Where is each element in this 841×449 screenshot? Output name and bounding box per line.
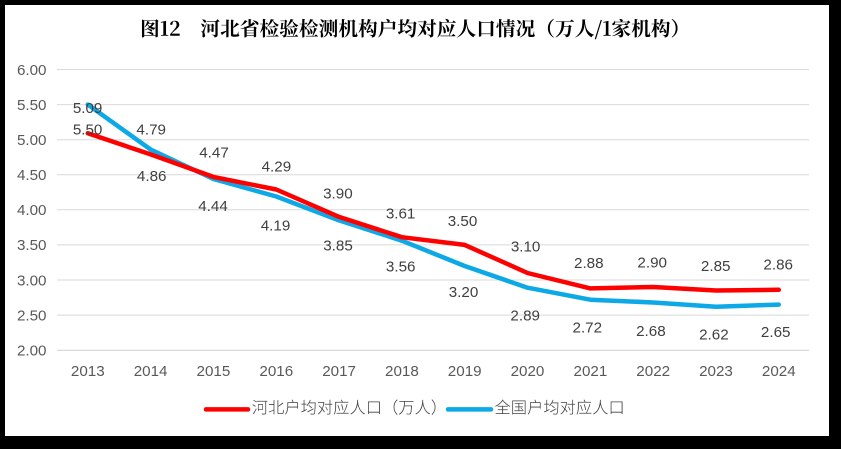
svg-text:4.44: 4.44 <box>198 198 228 215</box>
svg-text:3.50: 3.50 <box>17 237 47 254</box>
svg-text:2014: 2014 <box>134 363 168 380</box>
svg-text:3.50: 3.50 <box>448 213 478 230</box>
svg-text:2021: 2021 <box>574 363 608 380</box>
svg-text:4.50: 4.50 <box>17 167 47 184</box>
svg-text:2.62: 2.62 <box>699 326 729 343</box>
svg-text:2020: 2020 <box>511 363 545 380</box>
svg-text:2.85: 2.85 <box>701 258 731 275</box>
svg-text:4.29: 4.29 <box>262 158 292 175</box>
svg-text:2018: 2018 <box>385 363 419 380</box>
svg-text:5.50: 5.50 <box>73 122 103 139</box>
svg-text:4.19: 4.19 <box>261 217 291 234</box>
svg-text:2.72: 2.72 <box>573 319 603 336</box>
svg-text:2019: 2019 <box>448 363 482 380</box>
svg-text:3.85: 3.85 <box>323 238 353 255</box>
svg-text:2.86: 2.86 <box>763 257 793 274</box>
svg-text:3.00: 3.00 <box>17 272 47 289</box>
svg-text:5.50: 5.50 <box>17 97 47 114</box>
svg-text:5.00: 5.00 <box>17 132 47 149</box>
svg-text:2.90: 2.90 <box>637 254 667 271</box>
svg-text:3.61: 3.61 <box>386 205 416 222</box>
svg-text:3.10: 3.10 <box>511 239 541 256</box>
svg-text:2.89: 2.89 <box>510 308 540 325</box>
svg-text:2.88: 2.88 <box>574 255 604 272</box>
svg-text:3.20: 3.20 <box>449 284 479 301</box>
svg-text:2024: 2024 <box>762 363 796 380</box>
svg-text:2016: 2016 <box>259 363 293 380</box>
svg-text:2.00: 2.00 <box>17 343 47 360</box>
svg-text:2.50: 2.50 <box>17 307 47 324</box>
svg-text:4.79: 4.79 <box>136 122 166 139</box>
svg-text:3.56: 3.56 <box>386 259 416 276</box>
svg-text:2022: 2022 <box>636 363 670 380</box>
svg-text:4.00: 4.00 <box>17 202 47 219</box>
svg-text:6.00: 6.00 <box>17 62 47 79</box>
svg-text:2.68: 2.68 <box>636 323 666 340</box>
svg-text:2015: 2015 <box>197 363 231 380</box>
svg-text:4.47: 4.47 <box>199 144 229 161</box>
svg-text:2013: 2013 <box>71 363 105 380</box>
svg-text:5.09: 5.09 <box>73 100 103 117</box>
svg-text:2.65: 2.65 <box>761 324 791 341</box>
svg-text:2023: 2023 <box>699 363 733 380</box>
svg-text:2017: 2017 <box>322 363 356 380</box>
svg-text:3.90: 3.90 <box>323 185 353 202</box>
svg-text:4.86: 4.86 <box>137 168 167 185</box>
